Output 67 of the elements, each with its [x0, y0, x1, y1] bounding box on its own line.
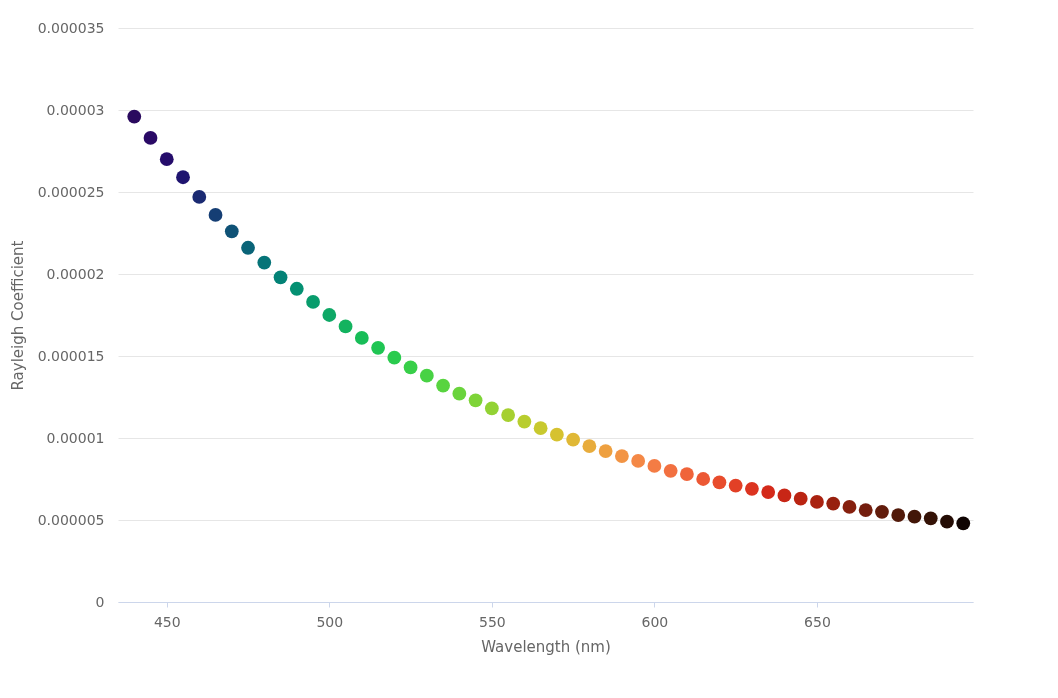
y-tick-label: 0.000005 [37, 511, 105, 528]
x-tick-label: 650 [804, 613, 831, 630]
point [192, 190, 207, 204]
y-tick-label: 0.000015 [37, 347, 105, 364]
point [257, 255, 272, 270]
point [468, 393, 483, 408]
point [598, 444, 613, 458]
point [875, 504, 889, 519]
point [517, 414, 532, 429]
point [322, 308, 337, 322]
point [615, 449, 629, 463]
point [403, 360, 418, 375]
point [289, 281, 304, 296]
point [631, 454, 646, 468]
point [745, 481, 759, 496]
point [306, 295, 320, 309]
point [956, 516, 971, 531]
point [761, 485, 776, 499]
point [127, 109, 142, 124]
point [566, 432, 581, 447]
point [826, 496, 841, 511]
point [810, 495, 824, 509]
x-tick-label: 450 [153, 613, 181, 630]
point [354, 331, 369, 345]
point [907, 509, 922, 524]
y-tick-label: 0.00003 [46, 101, 105, 118]
point [842, 500, 857, 514]
point [208, 208, 223, 222]
point [940, 514, 954, 529]
point [533, 421, 548, 436]
point [923, 511, 938, 526]
point [241, 240, 255, 255]
point [582, 439, 597, 454]
y-tick-label: 0.000025 [37, 183, 105, 200]
point [484, 401, 499, 416]
point [728, 478, 743, 493]
y-tick-label: 0.000035 [37, 19, 105, 36]
x-tick-label: 600 [641, 613, 669, 630]
y-axis-title: Rayleigh Coefficient [8, 240, 27, 391]
point [793, 491, 808, 506]
point [647, 459, 662, 473]
point [273, 270, 288, 285]
point [696, 472, 711, 486]
y-tick-label: 0.00001 [46, 429, 105, 446]
point [224, 224, 239, 239]
point [777, 488, 792, 503]
y-tick-label: 0 [95, 593, 105, 610]
point [387, 350, 402, 365]
point [143, 131, 158, 145]
y-tick-label: 0.00002 [46, 265, 105, 282]
x-tick-label: 500 [316, 613, 344, 630]
point [436, 378, 450, 393]
point [680, 467, 694, 481]
point [176, 170, 190, 185]
point [549, 427, 564, 442]
point [371, 340, 385, 355]
point [663, 463, 678, 478]
x-axis-title: Wavelength (nm) [481, 637, 611, 656]
point [858, 503, 873, 518]
point [338, 319, 353, 334]
x-tick-label: 550 [478, 613, 506, 630]
point [712, 475, 727, 490]
point [419, 368, 434, 383]
point [159, 152, 174, 167]
point [891, 508, 906, 522]
point [501, 408, 516, 422]
point [452, 386, 467, 401]
